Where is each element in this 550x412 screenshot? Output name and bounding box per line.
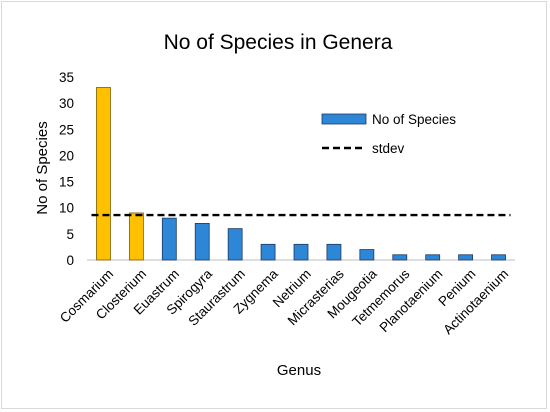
y-tick-label: 30 [59, 96, 74, 111]
y-tick-label: 5 [66, 227, 74, 242]
bar [326, 243, 342, 261]
y-tick-label: 20 [59, 148, 74, 163]
y-tick-label: 15 [59, 175, 74, 190]
bar [293, 243, 309, 261]
bar [392, 254, 408, 261]
x-axis-title: Genus [277, 362, 321, 379]
bar [491, 254, 506, 261]
legend: No of Species stdev [321, 112, 456, 156]
bar [425, 254, 441, 261]
legend-swatch-species [321, 113, 367, 125]
bar [359, 249, 375, 261]
bar [227, 228, 243, 261]
bar [194, 222, 210, 261]
bars-group [96, 87, 506, 261]
y-tick-label: 35 [59, 70, 74, 85]
bar [260, 243, 276, 261]
bar [128, 212, 144, 261]
legend-label-species: No of Species [372, 112, 456, 127]
y-tick-label: 10 [59, 201, 74, 216]
y-axis-title: No of Species [34, 121, 51, 214]
y-axis-ticks: 0 5 10 15 20 25 30 35 [59, 70, 74, 268]
chart-title: No of Species in Genera [164, 31, 393, 54]
bar [161, 217, 177, 261]
bar [458, 254, 474, 261]
y-tick-label: 0 [66, 253, 74, 268]
legend-label-stdev: stdev [372, 141, 405, 156]
y-tick-label: 25 [59, 122, 74, 137]
bar [96, 87, 111, 261]
x-axis-ticks: CosmariumClosteriumEuastrumSpirogyraStau… [57, 266, 511, 337]
